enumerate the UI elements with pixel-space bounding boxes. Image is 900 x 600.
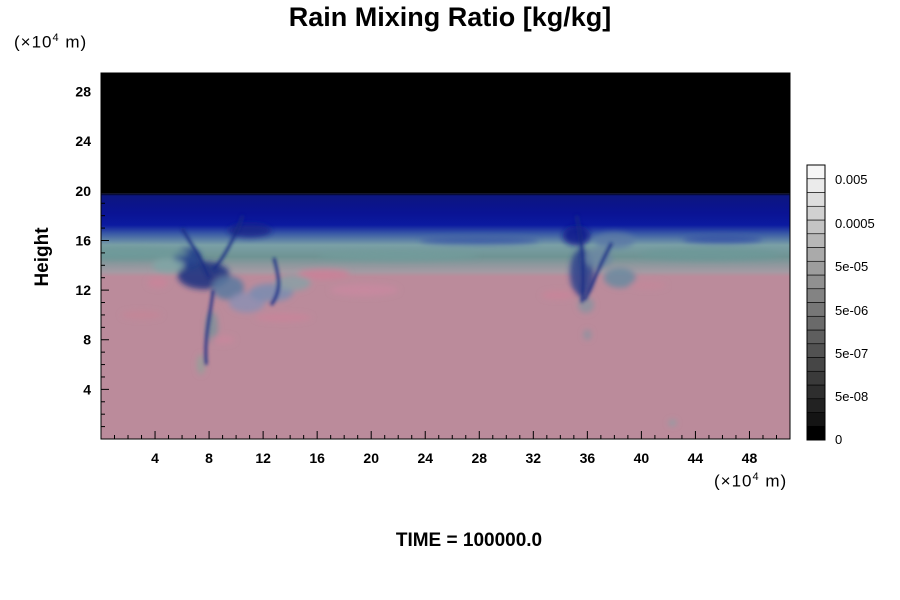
x-tick-label: 12: [255, 450, 271, 466]
colorbar-swatch: [806, 357, 826, 372]
y-tick-label: 16: [75, 232, 91, 248]
x-tick-label: 16: [309, 450, 325, 466]
plume-texture: [101, 223, 779, 426]
y-tick-label: 12: [75, 282, 91, 298]
y-tick-label: 24: [75, 133, 91, 149]
colorbar-swatch: [806, 302, 826, 317]
colorbar-swatch: [806, 205, 826, 221]
colorbar-swatch: [806, 412, 826, 427]
colorbar-swatch: [806, 274, 826, 290]
x-tick-label: 4: [151, 450, 159, 466]
x-tick-label: 48: [742, 450, 758, 466]
colorbar-swatch: [806, 247, 826, 262]
x-tick-label: 32: [526, 450, 542, 466]
colorbar-tick-label: 0: [835, 432, 842, 447]
colorbar-swatch: [806, 164, 826, 180]
colorbar-swatch: [806, 329, 826, 345]
x-tick-label: 28: [471, 450, 487, 466]
x-tick-label: 44: [688, 450, 704, 466]
x-axis: 4 8 12 16 20 24 28 32 36 40 44 48: [114, 431, 777, 466]
y-tick-label: 20: [75, 183, 91, 199]
layer-top: [101, 73, 790, 194]
y-tick-label: 8: [83, 332, 91, 348]
x-tick-label: 24: [417, 450, 433, 466]
colorbar-swatch: [806, 370, 826, 386]
colorbar-swatch: [806, 288, 826, 303]
layer-lower: [101, 272, 790, 439]
colorbar-tick-label: 5e-08: [835, 389, 868, 404]
colorbar-tick-label: 0.005: [835, 172, 868, 187]
x-axis-unit: (×104 m): [714, 471, 788, 491]
plume-filaments: [180, 215, 613, 365]
colorbar-swatch: [806, 233, 826, 248]
colorbar-swatch: [806, 219, 826, 235]
time-label: TIME = 100000.0: [395, 530, 543, 551]
y-axis-unit: (×104 m): [14, 32, 88, 52]
field-layers: [101, 73, 790, 439]
x-tick-label: 40: [634, 450, 650, 466]
colorbar-tick-label: 5e-06: [835, 303, 868, 318]
colorbar-swatch: [806, 192, 826, 207]
chart-title: Rain Mixing Ratio [kg/kg]: [288, 2, 612, 32]
colorbar-swatch: [806, 260, 826, 276]
x-tick-label: 20: [363, 450, 379, 466]
plot-frame: [100, 72, 791, 440]
colorbar-swatch: [806, 343, 826, 358]
colorbar-tick-label: 5e-05: [835, 259, 868, 274]
x-tick-label: 8: [205, 450, 213, 466]
colorbar-tick-label: 5e-07: [835, 346, 868, 361]
colorbar-swatch: [806, 398, 826, 413]
x-tick-label: 36: [580, 450, 596, 466]
colorbar-swatch: [806, 315, 826, 331]
colorbar-swatch: [806, 178, 826, 193]
transition-band: [101, 193, 790, 277]
y-tick-label: 28: [75, 84, 91, 100]
colorbar-swatch: [806, 425, 826, 441]
colorbar-swatch: [806, 384, 826, 400]
colorbar-tick-label: 0.0005: [835, 216, 875, 231]
colorbar: 0 5e-08 5e-07 5e-06 5e-05 0.0005 0.005: [806, 164, 875, 447]
y-axis: 4 8 12 16 20 24 28: [75, 78, 109, 428]
y-tick-label: 4: [83, 381, 91, 397]
